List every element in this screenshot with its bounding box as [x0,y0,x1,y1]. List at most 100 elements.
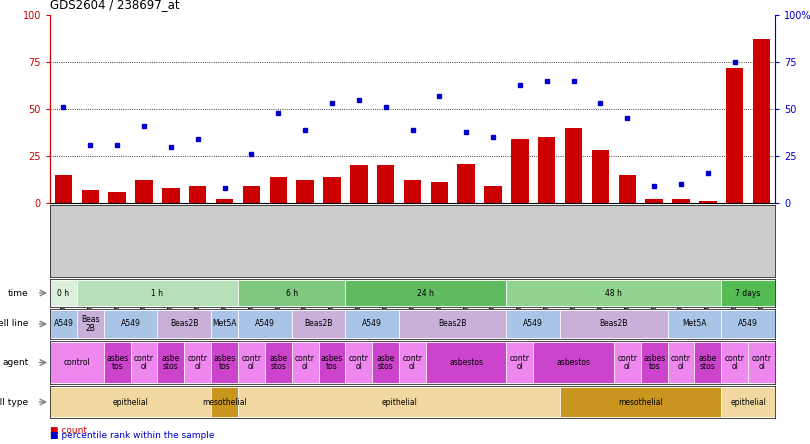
Bar [243,186,260,203]
Bar [82,190,99,203]
Bar [458,163,475,203]
Bar [350,166,368,203]
Text: Beas2B: Beas2B [170,320,198,329]
Bar [431,182,448,203]
Bar [238,309,292,338]
Bar [157,309,211,338]
Text: asbes
tos: asbes tos [213,354,236,371]
Bar [672,199,690,203]
Bar [561,309,667,338]
Bar [130,342,157,383]
Text: mesothelial: mesothelial [202,397,247,407]
Bar [77,309,104,338]
Bar [50,280,77,306]
Bar [296,180,313,203]
Text: Beas2B: Beas2B [599,320,628,329]
Text: 7 days: 7 days [735,289,761,297]
Text: A549: A549 [738,320,758,329]
Bar [561,387,721,417]
Bar [694,342,721,383]
Bar [699,201,717,203]
Text: asbe
stos: asbe stos [162,354,180,371]
Bar [345,342,373,383]
Text: contr
ol: contr ol [510,354,530,371]
Bar [538,137,556,203]
Text: contr
ol: contr ol [671,354,691,371]
Text: Beas
2B: Beas 2B [81,315,100,333]
Bar [641,342,667,383]
Bar [189,186,207,203]
Text: Met5A: Met5A [682,320,706,329]
Text: Beas2B: Beas2B [438,320,467,329]
Bar [748,342,775,383]
Text: contr
ol: contr ol [241,354,262,371]
Text: asbe
stos: asbe stos [699,354,717,371]
Text: contr
ol: contr ol [188,354,207,371]
Text: asbestos: asbestos [450,358,484,367]
Bar [238,342,265,383]
Bar [721,280,775,306]
Text: contr
ol: contr ol [134,354,154,371]
Bar [77,280,238,306]
Bar [50,309,77,338]
Bar [104,309,157,338]
Text: asbe
stos: asbe stos [269,354,288,371]
Bar [157,342,184,383]
Text: A549: A549 [523,320,544,329]
Text: 1 h: 1 h [151,289,164,297]
Bar [533,342,614,383]
Bar [109,192,126,203]
Text: asbes
tos: asbes tos [106,354,128,371]
Bar [265,342,292,383]
Text: Beas2B: Beas2B [305,320,333,329]
Bar [318,342,345,383]
Bar [506,342,533,383]
Bar [506,309,561,338]
Bar [721,387,775,417]
Text: contr
ol: contr ol [617,354,637,371]
Text: epithelial: epithelial [382,397,417,407]
Bar [292,342,318,383]
Bar [211,309,238,338]
Bar [55,175,72,203]
Text: epithelial: epithelial [730,397,766,407]
Text: 0 h: 0 h [58,289,70,297]
Bar [238,387,561,417]
Text: control: control [63,358,90,367]
Bar [403,180,421,203]
Bar [592,151,609,203]
Bar [345,280,506,306]
Bar [721,309,775,338]
Bar [50,342,104,383]
Text: ■ count: ■ count [50,425,87,435]
Text: asbes
tos: asbes tos [643,354,665,371]
Bar [211,342,238,383]
Bar [377,166,394,203]
Bar [399,309,506,338]
Text: A549: A549 [121,320,140,329]
Text: A549: A549 [362,320,382,329]
Bar [50,387,211,417]
Bar [506,280,721,306]
Bar [104,342,130,383]
Bar [211,387,238,417]
Bar [646,199,663,203]
Text: 48 h: 48 h [605,289,622,297]
Bar [426,342,506,383]
Text: cell line: cell line [0,320,28,329]
Text: asbe
stos: asbe stos [377,354,394,371]
Bar [399,342,426,383]
Bar [135,180,153,203]
Text: agent: agent [2,358,28,367]
Bar [619,175,636,203]
Bar [752,40,770,203]
Bar [270,177,287,203]
Bar [721,342,748,383]
Bar [667,309,721,338]
Text: asbes
tos: asbes tos [321,354,343,371]
Bar [323,177,341,203]
Text: contr
ol: contr ol [752,354,772,371]
Bar [667,342,694,383]
Text: contr
ol: contr ol [725,354,744,371]
Bar [726,67,744,203]
